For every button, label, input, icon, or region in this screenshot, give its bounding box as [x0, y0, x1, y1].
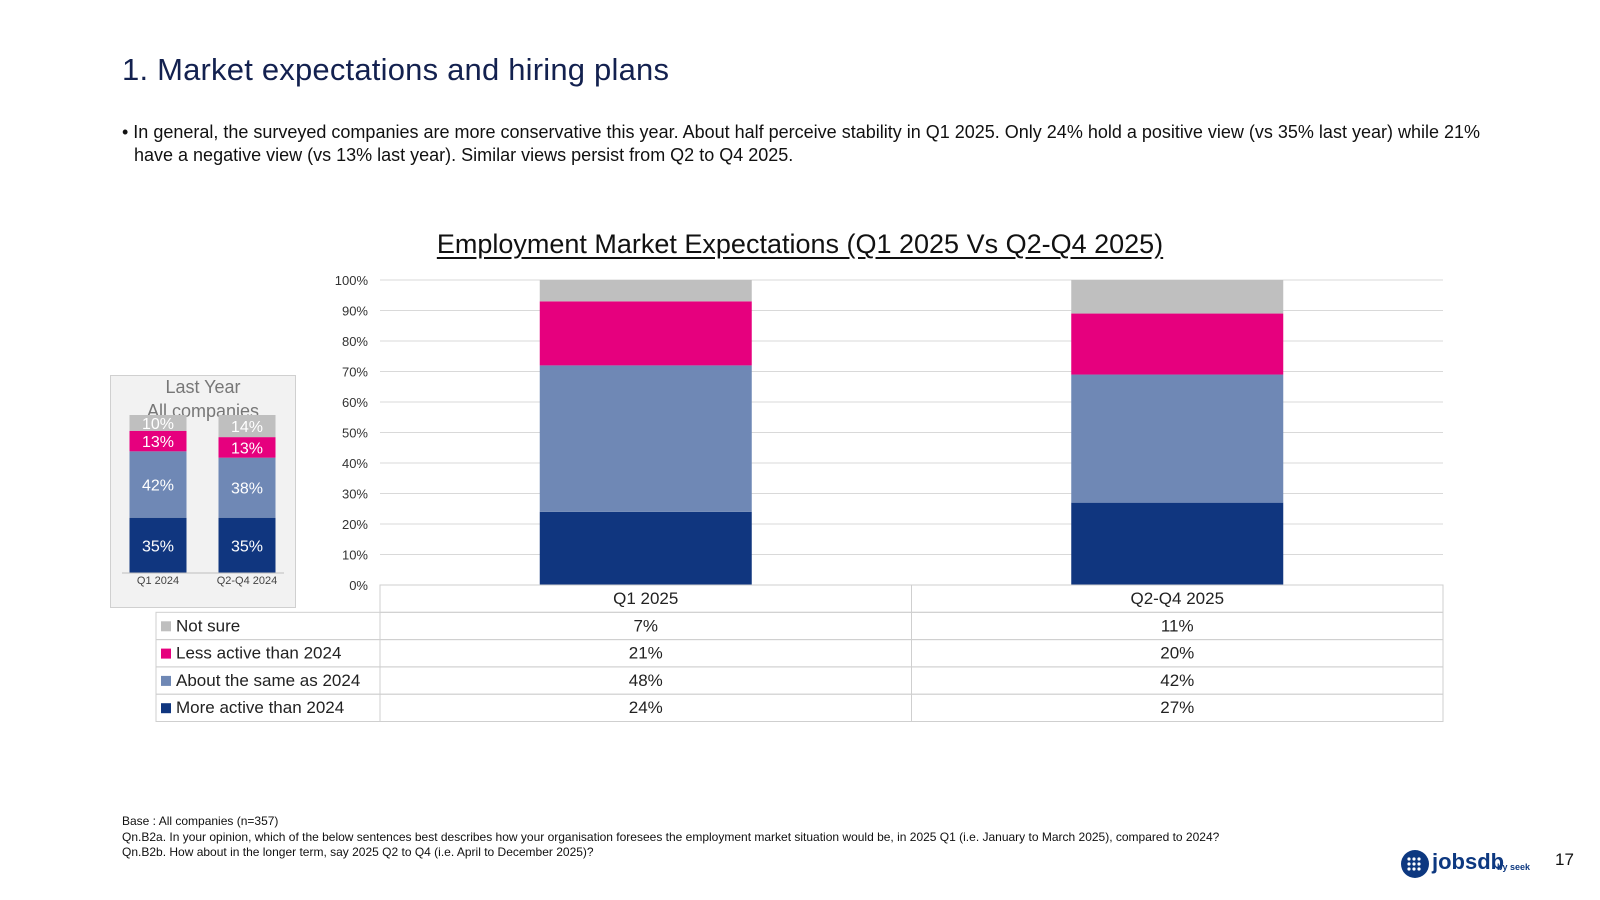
ly-bar-segment-not-sure — [218, 415, 276, 438]
table-row — [155, 693, 1444, 723]
bar-segment-about-the-same-as-2024 — [1071, 374, 1284, 503]
ly-data-label: 10% — [142, 416, 174, 433]
y-tick-label: 60% — [342, 395, 368, 410]
y-tick-label: 100% — [335, 273, 369, 288]
footnote: Base : All companies (n=357) Qn.B2a. In … — [122, 814, 1219, 861]
footnote-question-b: Qn.B2b. How about in the longer term, sa… — [122, 845, 594, 859]
footnote-base: Base : All companies (n=357) — [122, 814, 279, 828]
y-tick-label: 20% — [342, 517, 368, 532]
ly-data-label: 38% — [231, 481, 263, 498]
bar-segment-not-sure — [539, 280, 752, 302]
bar-segment-about-the-same-as-2024 — [539, 365, 752, 512]
ly-data-label: 13% — [142, 434, 174, 451]
y-tick-label: 70% — [342, 365, 368, 380]
legend-swatch-about-the-same-as-2024 — [161, 675, 171, 686]
ly-bar-segment-less-active — [218, 437, 276, 458]
logo-subtext: by seek — [1497, 862, 1531, 872]
ly-data-label: 35% — [231, 538, 263, 555]
legend-label-more-active-than-2024: More active than 2024 — [176, 698, 344, 717]
table-value: 24% — [629, 698, 663, 717]
table-value: 42% — [1160, 671, 1194, 690]
y-tick-label: 40% — [342, 456, 368, 471]
y-tick-label: 80% — [342, 334, 368, 349]
y-tick-label: 90% — [342, 304, 368, 319]
ly-bar-segment-about-the-same — [218, 457, 276, 518]
footnote-question-a: Qn.B2a. In your opinion, which of the be… — [122, 829, 1220, 844]
bar-segment-more-active-than-2024 — [539, 511, 752, 585]
table-value: 21% — [629, 644, 663, 663]
summary-bullet: • In general, the surveyed companies are… — [122, 122, 1480, 165]
legend-label-not-sure: Not sure — [176, 616, 240, 635]
y-tick-label: 0% — [349, 578, 368, 593]
bar-segment-less-active-than-2024 — [539, 301, 752, 366]
ly-bar-segment-more-active — [129, 517, 187, 573]
y-tick-label: 30% — [342, 487, 368, 502]
ly-bar-segment-more-active — [218, 517, 276, 573]
legend-label-about-the-same-as-2024: About the same as 2024 — [176, 671, 360, 690]
x-category-label: Q1 2025 — [613, 589, 678, 608]
bar-segment-more-active-than-2024 — [1071, 502, 1284, 585]
table-value: 48% — [629, 671, 663, 690]
table-value: 7% — [633, 616, 658, 635]
ly-data-label: 42% — [142, 478, 174, 495]
logo-text: jobsdb — [1432, 849, 1505, 874]
ly-bar-segment-about-the-same — [129, 451, 187, 518]
page-number: 17 — [1555, 850, 1574, 869]
table-row — [155, 639, 1444, 668]
bar-segment-not-sure — [1071, 280, 1284, 314]
ly-bar-segment-not-sure — [129, 415, 187, 431]
table-value: 11% — [1161, 616, 1194, 635]
legend-swatch-not-sure — [161, 621, 171, 632]
jobsdb-logo-icon — [1401, 850, 1429, 878]
table-value: 27% — [1160, 698, 1194, 717]
bar-segment-less-active-than-2024 — [1071, 313, 1284, 375]
ly-data-label: 13% — [231, 440, 263, 457]
table-row — [155, 611, 1444, 641]
legend-label-less-active-than-2024: Less active than 2024 — [176, 644, 341, 663]
page-title: 1. Market expectations and hiring plans — [122, 52, 670, 87]
x-category-label: Q2-Q4 2025 — [1130, 589, 1224, 608]
ly-data-label: 14% — [231, 419, 263, 436]
ly-x-category-label: Q2-Q4 2024 — [217, 575, 278, 587]
ly-bar-segment-less-active — [129, 430, 187, 452]
ly-data-label: 35% — [142, 538, 174, 555]
legend-swatch-less-active-than-2024 — [161, 648, 171, 659]
y-tick-label: 50% — [342, 426, 368, 441]
last-year-title: Last Year — [165, 377, 241, 397]
table-value: 20% — [1160, 644, 1194, 663]
legend-swatch-more-active-than-2024 — [161, 703, 171, 714]
chart-title: Employment Market Expectations (Q1 2025 … — [436, 229, 1164, 259]
y-tick-label: 10% — [342, 548, 368, 563]
ly-x-category-label: Q1 2024 — [137, 575, 179, 587]
